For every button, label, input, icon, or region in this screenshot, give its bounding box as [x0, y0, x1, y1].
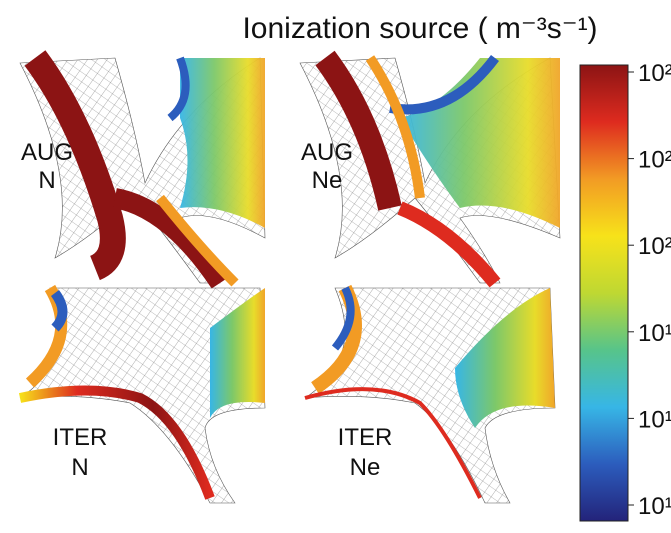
- colorbar-tick-label: 10¹⁹: [638, 320, 671, 347]
- chart-title: Ionization source ( m⁻³s⁻¹): [242, 12, 597, 45]
- figure: Ionization source ( m⁻³s⁻¹) AUGNAUGNeITE…: [0, 0, 671, 528]
- panel-label: ITER: [53, 424, 108, 451]
- colorbar-tick-label: 10²⁰: [638, 233, 671, 260]
- panel-label: N: [38, 167, 55, 194]
- panel: [305, 288, 555, 503]
- panel-label: N: [71, 454, 88, 481]
- panel-label: AUG: [301, 139, 353, 166]
- panel: [20, 288, 265, 503]
- colorbar: [580, 65, 628, 521]
- colorbar-tick-label: 10¹⁸: [638, 406, 671, 433]
- panel-label: ITER: [338, 424, 393, 451]
- colorbar-tick-label: 10²²: [638, 60, 671, 87]
- panel-label: Ne: [350, 454, 381, 481]
- panel-label: AUG: [21, 139, 73, 166]
- colorbar-tick-label: 10¹⁷: [638, 493, 671, 520]
- panel: [20, 58, 265, 283]
- panel-label: Ne: [312, 167, 343, 194]
